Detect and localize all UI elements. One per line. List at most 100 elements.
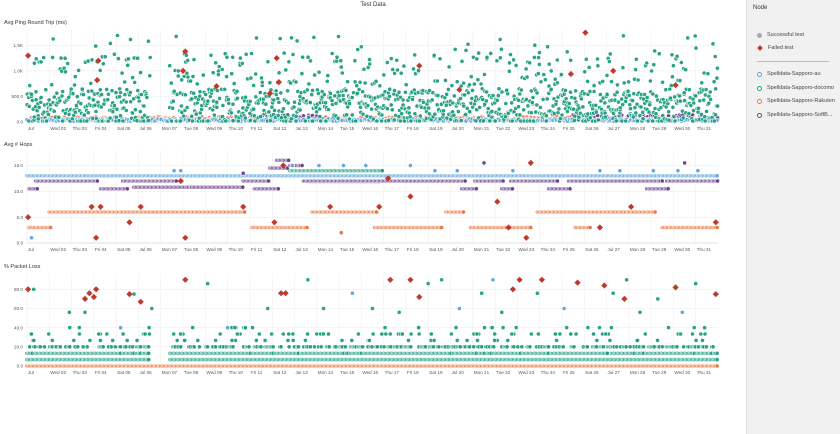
ping-point [576, 114, 582, 120]
x-tick-label: Mon 21 [474, 126, 490, 131]
ping-point [112, 51, 117, 57]
ping-point [712, 118, 717, 124]
failed-hops-point [240, 203, 247, 210]
ping-point [120, 118, 126, 124]
ping-point [548, 86, 554, 92]
ping-point [498, 46, 504, 52]
ping-point [484, 89, 489, 95]
ping-point [496, 106, 502, 112]
ping-point [205, 98, 211, 104]
x-tick-label: Wed 16 [362, 247, 378, 252]
y-tick-label: 0.0 [17, 364, 24, 369]
ping-point [46, 97, 52, 103]
ping-point [43, 87, 49, 93]
x-tick-label: Wed 30 [674, 126, 690, 131]
ping-point [305, 54, 311, 60]
ping-point [391, 117, 397, 123]
ping-point [685, 35, 691, 41]
ping-point [536, 55, 541, 60]
ping-point [591, 89, 597, 94]
x-tick-label: Mon 14 [318, 126, 334, 131]
ping-point [125, 56, 131, 62]
ping-point [360, 89, 366, 95]
ping-point [248, 75, 254, 81]
x-tick-label: Jul 27 [608, 126, 621, 131]
ping-point [663, 87, 669, 93]
ping-point [644, 60, 650, 66]
ping-point [625, 88, 631, 94]
x-tick-label: Jul 13 [295, 126, 308, 131]
ping-point [230, 101, 236, 107]
ping-point [49, 82, 55, 88]
ping-point [97, 87, 103, 93]
ping-point [189, 113, 195, 119]
ping-point [85, 58, 91, 64]
ping-point [483, 98, 489, 104]
ping-point [294, 38, 300, 44]
ping-point [175, 68, 181, 74]
page-title: Test Data [360, 2, 386, 8]
ping-point [680, 115, 686, 121]
x-tick-label: Sat 26 [585, 126, 599, 131]
ping-point [602, 110, 608, 116]
ping-point [467, 82, 472, 88]
ping-point [306, 81, 312, 87]
failed-ping-point [582, 29, 589, 36]
ping-point [602, 114, 608, 120]
ping-point [226, 100, 232, 106]
ping-point [647, 102, 653, 108]
ping-point [406, 105, 412, 111]
failed-hops-point [24, 214, 32, 221]
hops-point [462, 178, 468, 184]
ping-point [168, 80, 174, 86]
hops-point [407, 163, 413, 168]
ping-point [545, 44, 550, 50]
x-tick-label: Thu 10 [229, 247, 244, 252]
ping-point [576, 105, 582, 111]
failed-hops-point [527, 159, 534, 167]
ping-point [93, 43, 99, 49]
hops-point [289, 163, 295, 168]
ping-point [434, 78, 440, 84]
ping-point [587, 89, 593, 94]
x-tick-label: Sat 12 [273, 370, 287, 375]
x-tick-label: Fri 11 [251, 126, 263, 131]
ping-point [109, 88, 115, 94]
hops-point [266, 178, 271, 184]
ping-point [110, 109, 116, 115]
data-points [24, 157, 720, 241]
chart-title: % Packet Loss [4, 264, 41, 270]
ping-point [329, 51, 335, 56]
ping-point [311, 35, 317, 40]
ping-point [540, 97, 546, 102]
ping-point [553, 101, 559, 107]
ping-point [506, 68, 512, 74]
hops-point [651, 168, 656, 174]
ping-point [710, 41, 716, 47]
data-points [24, 276, 720, 369]
x-tick-label: Tue 22 [496, 247, 511, 252]
ping-point [54, 90, 60, 96]
hops-point [242, 209, 247, 215]
ping-point [361, 66, 367, 72]
ping-point [349, 95, 355, 100]
x-tick-label: Thu 03 [73, 370, 88, 375]
x-tick-label: Wed 16 [362, 126, 378, 131]
x-tick-label: Sat 26 [585, 370, 599, 375]
ping-point [653, 111, 659, 117]
ping-point [434, 102, 440, 108]
y-tick-label: 80.0 [14, 287, 23, 292]
ping-point [481, 72, 487, 77]
x-tick-label: Jul 20 [452, 126, 465, 131]
ping-point [211, 112, 217, 118]
ping-point [546, 61, 552, 67]
ping-point [128, 37, 133, 42]
ping-point [708, 96, 713, 102]
x-tick-label: Tue 22 [496, 126, 511, 131]
ping-point [115, 33, 120, 38]
ping-point [481, 118, 486, 124]
ping-point [79, 86, 85, 92]
ping-point [671, 114, 677, 120]
ping-point [437, 56, 443, 62]
ping-point [455, 109, 461, 114]
